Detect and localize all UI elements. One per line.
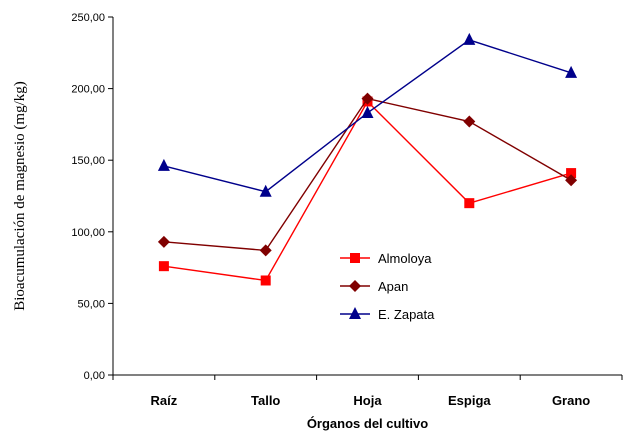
x-tick-labels: Raíz Tallo Hoja Espiga Grano [151, 393, 591, 408]
y-axis-label: Bioacumulación de magnesio (mg/kg) [12, 81, 28, 311]
data-point [565, 174, 578, 187]
y-tick-labels: 0,00 50,00 100,00 150,00 200,00 250,00 [71, 12, 105, 382]
data-point [259, 244, 272, 257]
series-apan [157, 92, 578, 257]
legend-marker [349, 307, 361, 319]
series-line [163, 97, 572, 252]
y-tick-label: 200,00 [71, 84, 105, 96]
data-point [464, 198, 475, 209]
x-axis-label: Órganos del cultivo [307, 416, 428, 431]
legend: Almoloya Apan E. Zapata [340, 251, 435, 322]
y-tick-label: 150,00 [71, 155, 105, 167]
data-point [259, 184, 272, 197]
data-point [260, 275, 271, 286]
data-point [463, 32, 476, 45]
data-point [361, 92, 374, 105]
legend-item: Apan [340, 279, 408, 294]
series-e-zapata [157, 32, 578, 197]
y-tick-label: 250,00 [71, 12, 105, 24]
legend-item: Almoloya [340, 251, 432, 266]
y-tick-label: 0,00 [84, 370, 105, 382]
data-point [157, 235, 170, 248]
legend-marker [350, 253, 360, 263]
x-tick-label: Grano [552, 393, 590, 408]
x-tick-label: Tallo [251, 393, 280, 408]
data-point [463, 115, 476, 128]
legend-label: E. Zapata [378, 307, 435, 322]
data-point [158, 261, 169, 272]
x-tick-label: Hoja [353, 393, 382, 408]
data-point [565, 65, 578, 78]
y-tick-label: 100,00 [71, 227, 105, 239]
legend-item: E. Zapata [340, 307, 435, 322]
legend-marker [349, 280, 361, 292]
legend-label: Almoloya [378, 251, 432, 266]
x-tick-label: Raíz [151, 393, 178, 408]
axes [108, 16, 623, 380]
data-point [157, 158, 170, 171]
series-line [163, 100, 572, 282]
legend-label: Apan [378, 279, 408, 294]
series-almoloya [158, 96, 577, 286]
series-layer [157, 32, 578, 286]
y-tick-label: 50,00 [77, 298, 105, 310]
data-point [361, 105, 374, 118]
x-tick-label: Espiga [448, 393, 491, 408]
data-point [566, 168, 577, 179]
